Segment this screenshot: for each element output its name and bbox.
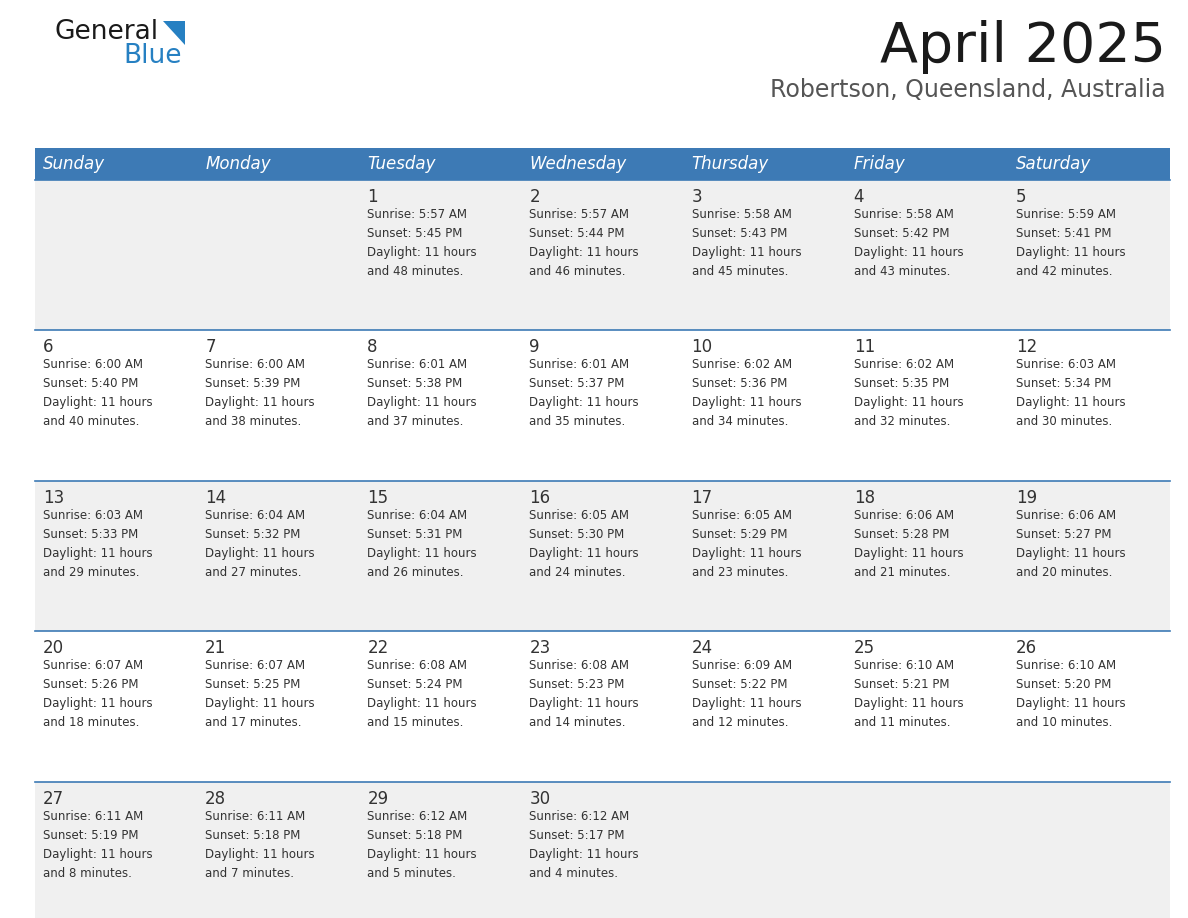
Text: Sunrise: 6:00 AM
Sunset: 5:40 PM
Daylight: 11 hours
and 40 minutes.: Sunrise: 6:00 AM Sunset: 5:40 PM Dayligh… — [43, 358, 152, 429]
Text: Sunrise: 6:09 AM
Sunset: 5:22 PM
Daylight: 11 hours
and 12 minutes.: Sunrise: 6:09 AM Sunset: 5:22 PM Dayligh… — [691, 659, 801, 729]
Text: Sunrise: 6:12 AM
Sunset: 5:18 PM
Daylight: 11 hours
and 5 minutes.: Sunrise: 6:12 AM Sunset: 5:18 PM Dayligh… — [367, 810, 476, 879]
Text: Sunrise: 6:08 AM
Sunset: 5:23 PM
Daylight: 11 hours
and 14 minutes.: Sunrise: 6:08 AM Sunset: 5:23 PM Dayligh… — [530, 659, 639, 729]
Text: Sunrise: 6:10 AM
Sunset: 5:20 PM
Daylight: 11 hours
and 10 minutes.: Sunrise: 6:10 AM Sunset: 5:20 PM Dayligh… — [1016, 659, 1125, 729]
Text: Sunrise: 6:05 AM
Sunset: 5:29 PM
Daylight: 11 hours
and 23 minutes.: Sunrise: 6:05 AM Sunset: 5:29 PM Dayligh… — [691, 509, 801, 579]
Text: Sunrise: 6:04 AM
Sunset: 5:32 PM
Daylight: 11 hours
and 27 minutes.: Sunrise: 6:04 AM Sunset: 5:32 PM Dayligh… — [206, 509, 315, 579]
Text: Saturday: Saturday — [1016, 155, 1091, 173]
Text: Sunrise: 6:07 AM
Sunset: 5:25 PM
Daylight: 11 hours
and 17 minutes.: Sunrise: 6:07 AM Sunset: 5:25 PM Dayligh… — [206, 659, 315, 729]
Text: Sunrise: 5:57 AM
Sunset: 5:45 PM
Daylight: 11 hours
and 48 minutes.: Sunrise: 5:57 AM Sunset: 5:45 PM Dayligh… — [367, 208, 476, 278]
Text: 17: 17 — [691, 488, 713, 507]
Text: Sunrise: 6:02 AM
Sunset: 5:35 PM
Daylight: 11 hours
and 32 minutes.: Sunrise: 6:02 AM Sunset: 5:35 PM Dayligh… — [854, 358, 963, 429]
Text: 16: 16 — [530, 488, 550, 507]
Text: 14: 14 — [206, 488, 226, 507]
Text: 1: 1 — [367, 188, 378, 206]
Text: 8: 8 — [367, 339, 378, 356]
Text: 7: 7 — [206, 339, 216, 356]
Bar — [522, 148, 683, 180]
Text: Sunrise: 6:08 AM
Sunset: 5:24 PM
Daylight: 11 hours
and 15 minutes.: Sunrise: 6:08 AM Sunset: 5:24 PM Dayligh… — [367, 659, 476, 729]
Text: 2: 2 — [530, 188, 541, 206]
Text: 3: 3 — [691, 188, 702, 206]
Text: 15: 15 — [367, 488, 388, 507]
Text: Sunrise: 6:06 AM
Sunset: 5:27 PM
Daylight: 11 hours
and 20 minutes.: Sunrise: 6:06 AM Sunset: 5:27 PM Dayligh… — [1016, 509, 1125, 579]
Text: Monday: Monday — [206, 155, 271, 173]
Text: 25: 25 — [854, 639, 874, 657]
Bar — [846, 148, 1007, 180]
Text: April 2025: April 2025 — [880, 20, 1165, 74]
Text: Friday: Friday — [854, 155, 905, 173]
Text: 24: 24 — [691, 639, 713, 657]
Text: 10: 10 — [691, 339, 713, 356]
Bar — [359, 148, 522, 180]
Bar — [34, 781, 1170, 918]
Text: Sunrise: 6:03 AM
Sunset: 5:33 PM
Daylight: 11 hours
and 29 minutes.: Sunrise: 6:03 AM Sunset: 5:33 PM Dayligh… — [43, 509, 152, 579]
Text: Sunrise: 6:06 AM
Sunset: 5:28 PM
Daylight: 11 hours
and 21 minutes.: Sunrise: 6:06 AM Sunset: 5:28 PM Dayligh… — [854, 509, 963, 579]
Bar — [34, 632, 1170, 781]
Text: 23: 23 — [530, 639, 551, 657]
Text: Sunrise: 6:04 AM
Sunset: 5:31 PM
Daylight: 11 hours
and 26 minutes.: Sunrise: 6:04 AM Sunset: 5:31 PM Dayligh… — [367, 509, 476, 579]
Text: Sunday: Sunday — [43, 155, 105, 173]
Text: 26: 26 — [1016, 639, 1037, 657]
Text: 18: 18 — [854, 488, 874, 507]
Text: Sunrise: 5:58 AM
Sunset: 5:43 PM
Daylight: 11 hours
and 45 minutes.: Sunrise: 5:58 AM Sunset: 5:43 PM Dayligh… — [691, 208, 801, 278]
Bar — [34, 481, 1170, 632]
Text: Sunrise: 6:11 AM
Sunset: 5:19 PM
Daylight: 11 hours
and 8 minutes.: Sunrise: 6:11 AM Sunset: 5:19 PM Dayligh… — [43, 810, 152, 879]
Text: 5: 5 — [1016, 188, 1026, 206]
Text: Sunrise: 6:03 AM
Sunset: 5:34 PM
Daylight: 11 hours
and 30 minutes.: Sunrise: 6:03 AM Sunset: 5:34 PM Dayligh… — [1016, 358, 1125, 429]
Text: 28: 28 — [206, 789, 226, 808]
Text: 20: 20 — [43, 639, 64, 657]
Text: Sunrise: 5:57 AM
Sunset: 5:44 PM
Daylight: 11 hours
and 46 minutes.: Sunrise: 5:57 AM Sunset: 5:44 PM Dayligh… — [530, 208, 639, 278]
Text: 11: 11 — [854, 339, 876, 356]
Text: 22: 22 — [367, 639, 388, 657]
Text: Sunrise: 6:05 AM
Sunset: 5:30 PM
Daylight: 11 hours
and 24 minutes.: Sunrise: 6:05 AM Sunset: 5:30 PM Dayligh… — [530, 509, 639, 579]
Text: Sunrise: 6:00 AM
Sunset: 5:39 PM
Daylight: 11 hours
and 38 minutes.: Sunrise: 6:00 AM Sunset: 5:39 PM Dayligh… — [206, 358, 315, 429]
Text: Wednesday: Wednesday — [530, 155, 627, 173]
Text: General: General — [55, 19, 159, 45]
Text: 4: 4 — [854, 188, 864, 206]
Text: 30: 30 — [530, 789, 550, 808]
Text: 12: 12 — [1016, 339, 1037, 356]
Text: Sunrise: 6:12 AM
Sunset: 5:17 PM
Daylight: 11 hours
and 4 minutes.: Sunrise: 6:12 AM Sunset: 5:17 PM Dayligh… — [530, 810, 639, 879]
Text: Sunrise: 6:02 AM
Sunset: 5:36 PM
Daylight: 11 hours
and 34 minutes.: Sunrise: 6:02 AM Sunset: 5:36 PM Dayligh… — [691, 358, 801, 429]
Bar — [1007, 148, 1170, 180]
Text: Sunrise: 6:01 AM
Sunset: 5:38 PM
Daylight: 11 hours
and 37 minutes.: Sunrise: 6:01 AM Sunset: 5:38 PM Dayligh… — [367, 358, 476, 429]
Text: Sunrise: 5:58 AM
Sunset: 5:42 PM
Daylight: 11 hours
and 43 minutes.: Sunrise: 5:58 AM Sunset: 5:42 PM Dayligh… — [854, 208, 963, 278]
Bar — [197, 148, 359, 180]
Bar — [34, 180, 1170, 330]
Text: Thursday: Thursday — [691, 155, 769, 173]
Bar — [683, 148, 846, 180]
Text: Sunrise: 6:10 AM
Sunset: 5:21 PM
Daylight: 11 hours
and 11 minutes.: Sunrise: 6:10 AM Sunset: 5:21 PM Dayligh… — [854, 659, 963, 729]
Text: Sunrise: 6:11 AM
Sunset: 5:18 PM
Daylight: 11 hours
and 7 minutes.: Sunrise: 6:11 AM Sunset: 5:18 PM Dayligh… — [206, 810, 315, 879]
Text: Sunrise: 5:59 AM
Sunset: 5:41 PM
Daylight: 11 hours
and 42 minutes.: Sunrise: 5:59 AM Sunset: 5:41 PM Dayligh… — [1016, 208, 1125, 278]
Text: 21: 21 — [206, 639, 227, 657]
Bar — [34, 330, 1170, 481]
Text: Sunrise: 6:07 AM
Sunset: 5:26 PM
Daylight: 11 hours
and 18 minutes.: Sunrise: 6:07 AM Sunset: 5:26 PM Dayligh… — [43, 659, 152, 729]
Text: Blue: Blue — [124, 43, 182, 69]
Text: 19: 19 — [1016, 488, 1037, 507]
Bar — [34, 148, 197, 180]
Text: Tuesday: Tuesday — [367, 155, 436, 173]
Text: Robertson, Queensland, Australia: Robertson, Queensland, Australia — [770, 78, 1165, 102]
Text: 27: 27 — [43, 789, 64, 808]
Text: 13: 13 — [43, 488, 64, 507]
Text: Sunrise: 6:01 AM
Sunset: 5:37 PM
Daylight: 11 hours
and 35 minutes.: Sunrise: 6:01 AM Sunset: 5:37 PM Dayligh… — [530, 358, 639, 429]
Text: 6: 6 — [43, 339, 53, 356]
Text: 29: 29 — [367, 789, 388, 808]
Polygon shape — [163, 21, 185, 45]
Text: 9: 9 — [530, 339, 539, 356]
